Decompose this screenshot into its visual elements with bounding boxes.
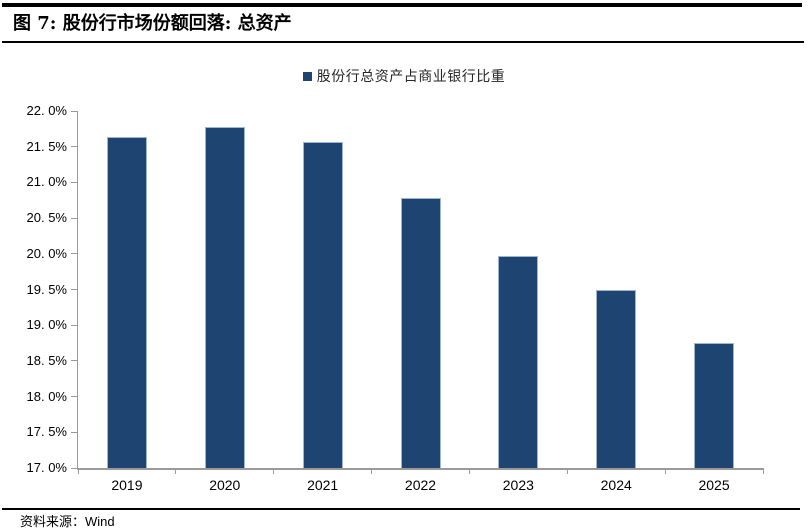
x-axis-tick (77, 468, 79, 474)
x-axis-tick (566, 468, 568, 474)
bar-2021 (302, 142, 343, 468)
bar-2025 (694, 343, 735, 468)
y-axis-label: 17. 0% (26, 460, 67, 475)
y-axis-label: 17. 5% (26, 424, 67, 440)
x-axis-label-2023: 2023 (502, 477, 534, 493)
figure-title: 图 7: 股份行市场份额回落: 总资产 (13, 13, 292, 34)
x-axis-tick (762, 468, 764, 474)
y-axis-tick (71, 110, 77, 112)
x-axis-tick (175, 468, 177, 474)
y-axis-tick (71, 467, 77, 469)
y-axis-label: 22. 0% (26, 103, 67, 118)
y-axis-tick (71, 289, 77, 290)
bar-2024 (596, 289, 637, 468)
top-rule (2, 3, 802, 7)
chart-legend: 股份行总资产占商业银行比重 (0, 66, 808, 86)
y-axis-label: 20. 5% (26, 210, 67, 226)
y-axis-tick (71, 396, 77, 398)
header-rule (2, 41, 804, 43)
y-axis-tick (71, 253, 77, 255)
x-axis-label-2020: 2020 (209, 477, 241, 493)
x-axis-label-2025: 2025 (698, 477, 730, 493)
y-axis-label: 19. 0% (26, 317, 67, 333)
y-axis-label: 20. 0% (26, 245, 67, 261)
source-label: 资料来源： (20, 515, 86, 530)
source-name: Wind (85, 514, 115, 529)
y-axis-tick (71, 431, 77, 433)
x-axis-line (76, 468, 763, 470)
y-axis-tick (71, 146, 77, 148)
x-axis-tick (664, 468, 666, 474)
y-axis-tick (71, 324, 77, 326)
x-axis-label-2021: 2021 (307, 477, 339, 493)
legend-marker-icon (302, 71, 312, 81)
y-axis-tick (71, 217, 77, 219)
bar-2023 (498, 255, 539, 468)
bar-2022 (400, 198, 441, 468)
x-axis-label-2024: 2024 (600, 477, 632, 493)
x-axis-tick (273, 468, 275, 474)
x-axis-label-2019: 2019 (111, 477, 143, 493)
y-axis-tick (71, 360, 77, 362)
x-axis-tick (371, 468, 373, 474)
x-axis-label-2022: 2022 (404, 477, 437, 493)
footer-rule (2, 508, 800, 510)
bar-2020 (204, 126, 245, 468)
y-axis-label: 21. 0% (26, 174, 67, 190)
bar-2019 (106, 137, 147, 468)
y-axis-label: 18. 5% (26, 352, 67, 368)
y-axis-label: 18. 0% (26, 388, 67, 404)
x-axis-tick (468, 468, 470, 474)
source-note: 资料来源：Wind (20, 511, 115, 530)
y-axis-tick (71, 181, 77, 183)
y-axis-line (76, 111, 78, 469)
legend-label: 股份行总资产占商业银行比重 (316, 68, 506, 84)
y-axis-label: 19. 5% (26, 281, 67, 297)
y-axis-label: 21. 5% (26, 138, 67, 154)
